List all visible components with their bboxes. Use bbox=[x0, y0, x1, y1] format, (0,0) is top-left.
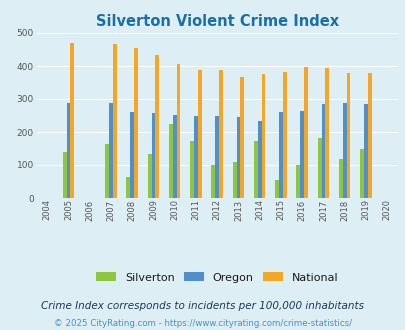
Bar bbox=[197, 70, 201, 198]
Bar bbox=[147, 154, 151, 198]
Bar bbox=[109, 103, 113, 198]
Legend: Silverton, Oregon, National: Silverton, Oregon, National bbox=[91, 267, 343, 288]
Bar bbox=[261, 74, 265, 198]
Bar bbox=[282, 72, 286, 198]
Bar bbox=[254, 141, 257, 198]
Bar bbox=[113, 44, 116, 198]
Bar bbox=[219, 70, 222, 198]
Bar bbox=[275, 180, 278, 198]
Bar bbox=[296, 165, 300, 198]
Bar bbox=[176, 64, 180, 198]
Bar bbox=[62, 152, 66, 198]
Bar bbox=[190, 141, 194, 198]
Bar bbox=[367, 73, 371, 198]
Bar bbox=[232, 162, 236, 198]
Text: Crime Index corresponds to incidents per 100,000 inhabitants: Crime Index corresponds to incidents per… bbox=[41, 301, 364, 311]
Bar bbox=[359, 149, 363, 198]
Bar bbox=[346, 73, 350, 198]
Bar bbox=[215, 115, 219, 198]
Bar bbox=[278, 112, 282, 198]
Bar bbox=[257, 121, 261, 198]
Bar bbox=[66, 103, 70, 198]
Bar bbox=[70, 43, 74, 198]
Bar bbox=[130, 112, 134, 198]
Bar bbox=[342, 103, 346, 198]
Bar bbox=[155, 55, 159, 198]
Text: © 2025 CityRating.com - https://www.cityrating.com/crime-statistics/: © 2025 CityRating.com - https://www.city… bbox=[54, 319, 351, 328]
Bar bbox=[236, 117, 240, 198]
Bar bbox=[151, 113, 155, 198]
Bar bbox=[338, 159, 342, 198]
Bar bbox=[105, 144, 109, 198]
Bar bbox=[303, 67, 307, 198]
Bar bbox=[324, 68, 328, 198]
Bar bbox=[211, 165, 215, 198]
Title: Silverton Violent Crime Index: Silverton Violent Crime Index bbox=[96, 14, 338, 29]
Bar bbox=[317, 138, 321, 198]
Bar bbox=[168, 124, 173, 198]
Bar bbox=[173, 115, 176, 198]
Bar bbox=[134, 48, 138, 198]
Bar bbox=[194, 115, 197, 198]
Bar bbox=[126, 177, 130, 198]
Bar bbox=[363, 104, 367, 198]
Bar bbox=[300, 111, 303, 198]
Bar bbox=[240, 77, 243, 198]
Bar bbox=[321, 104, 324, 198]
